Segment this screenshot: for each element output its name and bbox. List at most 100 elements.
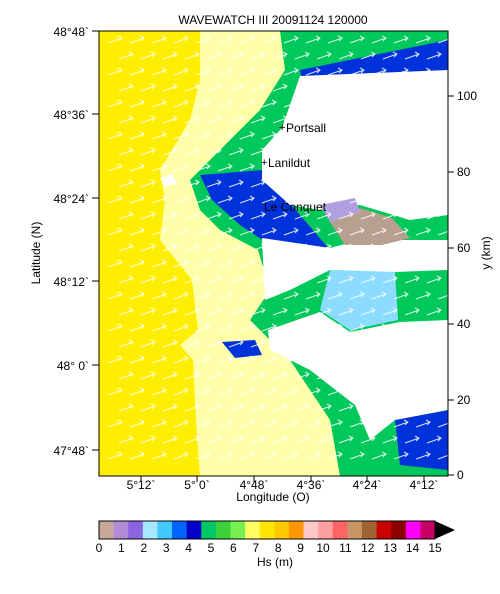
wave-arrow [107,451,123,460]
place-lanildut: + Lanildut [261,156,311,170]
wave-arrow [239,323,255,332]
wave-arrow [129,227,145,236]
wave-arrow [316,147,332,156]
wave-arrow [107,195,123,204]
colorbar-tick-label: 0 [96,541,103,555]
colorbar-cell [318,521,334,539]
wave-arrow [360,51,376,60]
wave-arrow [184,371,200,380]
wave-arrow [129,291,145,300]
wave-arrow [305,35,321,44]
wave-arrow [173,227,189,236]
wave-arrow [140,307,156,316]
wave-arrow [382,211,398,220]
wave-arrow [184,403,200,412]
wave-arrow [327,451,343,460]
wave-arrow [250,307,266,316]
colorbar-cell [303,521,319,539]
wave-arrow [151,451,167,460]
y-km-tick-label: 0 [457,468,464,482]
wave-arrow [338,51,354,60]
wave-arrow [415,387,431,396]
wave-arrow [316,275,332,284]
wave-arrow [184,307,200,316]
wave-arrow [382,147,398,156]
wave-arrow [206,211,222,220]
wave-arrow [272,275,288,284]
wave-arrow [294,435,310,444]
wave-arrow [129,99,145,108]
colorbar-cell [201,521,217,539]
longitude-tick-label: 4°12` [410,478,439,492]
wave-arrow [261,451,277,460]
wave-arrow [250,403,266,412]
wave-arrow [261,387,277,396]
wave-arrow [184,339,200,348]
wave-arrow [184,435,200,444]
colorbar-tick-label: 8 [275,541,282,555]
wave-arrow [360,147,376,156]
wave-arrow [327,67,343,76]
wave-arrow [393,451,409,460]
latitude-tick-label: 48°24` [54,192,90,206]
wave-arrow [426,307,442,316]
wave-arrow [228,115,244,124]
wave-arrow [239,163,255,172]
wave-arrow [316,115,332,124]
wave-arrow [294,211,310,220]
wave-arrow [437,260,448,268]
wave-arrow [140,179,156,188]
wave-arrow [118,243,134,252]
wave-arrow [338,275,354,284]
wave-arrow [250,435,266,444]
colorbar-tick-labels: 0 1 2 3 4 5 6 7 8 9 10 11 12 13 14 15 [96,541,442,555]
wave-arrow [140,371,156,380]
wave-arrow [272,339,288,348]
wave-arrow [393,227,409,236]
wave-arrow [349,355,365,364]
colorbar-tick-label: 11 [339,541,352,555]
wave-arrow [316,435,332,444]
wave-arrow [426,115,442,124]
wave-arrow [173,259,189,268]
wave-arrow [371,387,387,396]
wave-arrow [294,275,310,284]
wave-arrow [272,83,288,92]
latitude-axis: 48°48` 48°36` 48°24` 48°12` 48° 0` 47°48… [29,25,99,458]
wave-arrow [437,196,448,204]
wave-arrow [437,292,448,300]
wave-arrow [184,275,200,284]
wave-arrow [371,355,387,364]
wave-arrow [349,451,365,460]
wave-arrow [338,147,354,156]
wave-arrow [294,243,310,252]
wave-arrow [272,179,288,188]
wave-arrow [217,259,233,268]
colorbar-tick-label: 4 [185,541,192,555]
y-km-axis: 100 80 60 40 20 0 y (km) [448,89,493,482]
wave-arrow [316,307,332,316]
wave-arrow [140,115,156,124]
colorbar-tick-label: 7 [252,541,259,555]
wave-arrow [239,291,255,300]
wave-arrow [173,355,189,364]
wave-arrow [404,179,420,188]
wave-arrow [272,211,288,220]
wave-arrow [327,227,343,236]
wave-arrow [173,67,189,76]
wave-arrow [294,371,310,380]
wave-arrow [173,195,189,204]
wave-arrow [261,323,277,332]
wave-arrow [129,67,145,76]
wave-arrow [283,259,299,268]
wave-arrow [349,323,365,332]
wave-arrow [140,51,156,60]
wave-arrow [349,227,365,236]
wave-arrow [129,355,145,364]
wave-arrow [162,115,178,124]
wave-arrow [404,371,420,380]
wave-arrow [228,179,244,188]
colorbar-cell [142,521,158,539]
wave-arrow [382,83,398,92]
longitude-axis: 5°12` 5° 0` 4°48` 4°36` 4°24` 4°12` Long… [127,476,439,504]
